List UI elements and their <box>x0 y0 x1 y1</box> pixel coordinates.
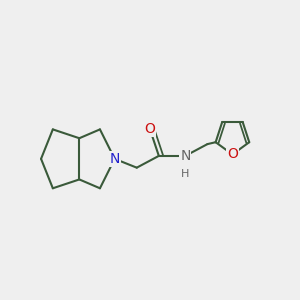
Text: H: H <box>181 169 190 178</box>
Text: N: N <box>180 149 190 163</box>
Text: N: N <box>110 152 120 166</box>
Text: O: O <box>145 122 155 136</box>
Text: O: O <box>227 147 238 161</box>
